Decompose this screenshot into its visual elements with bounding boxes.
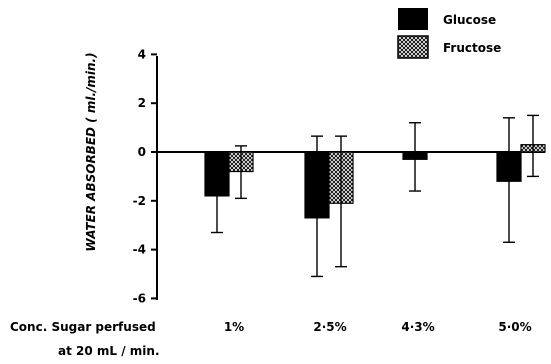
legend-swatch-fructose — [397, 35, 429, 59]
legend-swatch-glucose — [398, 8, 428, 30]
legend: Glucose Fructose — [397, 8, 501, 59]
y-tick-label: -2 — [133, 194, 146, 208]
category-label: 1% — [224, 320, 244, 334]
y-axis-label: WATER ABSORBED ( ml./min.) — [84, 52, 98, 251]
x-axis-label-line1: Conc. Sugar perfused — [10, 320, 156, 334]
category-label: 5·0% — [498, 320, 531, 334]
y-tick-label: 4 — [138, 47, 146, 61]
x-axis-label-line2: at 20 mL / min. — [58, 344, 160, 358]
category-label: 2·5% — [313, 320, 346, 334]
bars — [204, 114, 546, 278]
y-tick-label: 2 — [138, 96, 146, 110]
y-tick-label: 0 — [138, 145, 146, 159]
y-tick-label: -6 — [133, 291, 146, 305]
category-label: 4·3% — [401, 320, 434, 334]
legend-label-glucose: Glucose — [443, 13, 496, 27]
y-ticks: 4 2 0 -2 -4 -6 — [133, 47, 157, 305]
y-tick-label: -4 — [133, 243, 146, 257]
category-labels: 1% 2·5% 4·3% 5·0% — [224, 320, 532, 334]
legend-label-fructose: Fructose — [443, 41, 501, 55]
